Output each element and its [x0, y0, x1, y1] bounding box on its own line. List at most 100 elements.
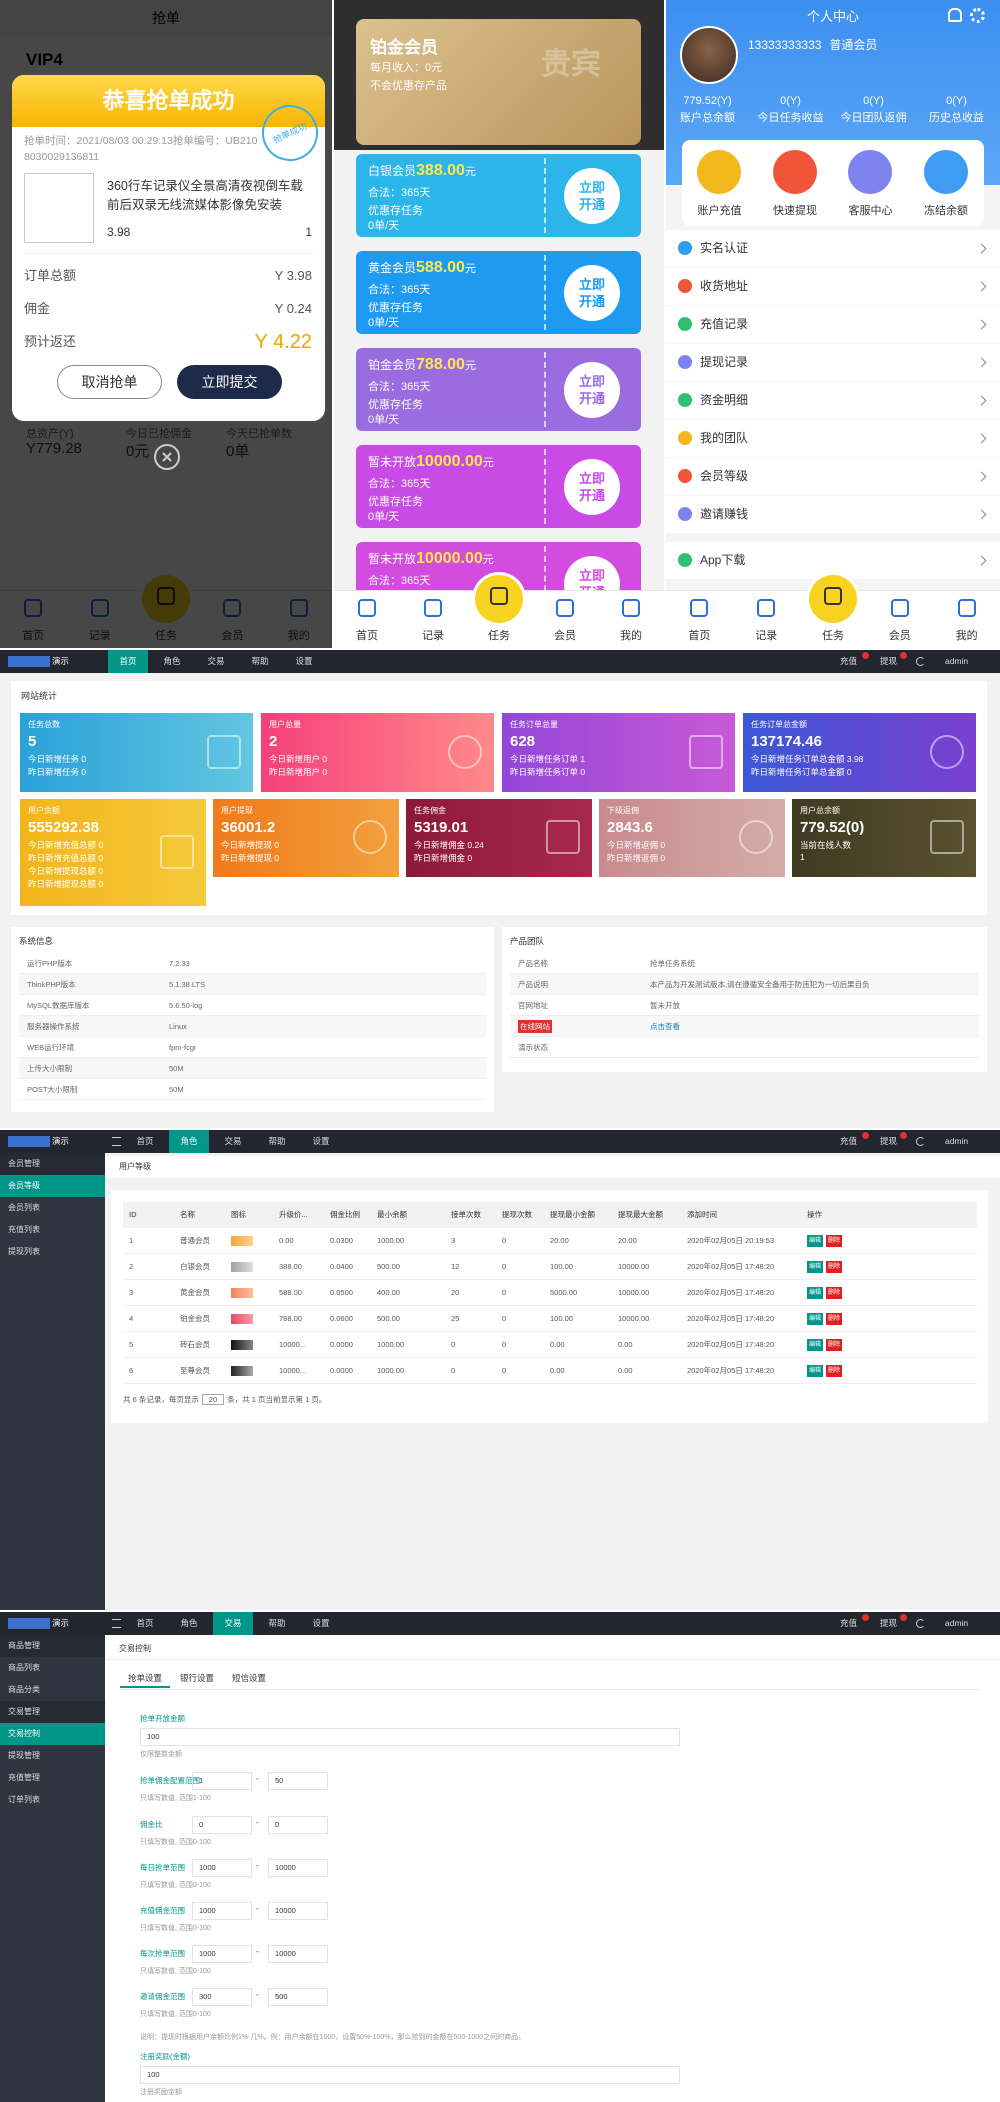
- nav-tab[interactable]: 设置: [312, 1618, 330, 1628]
- nav-tab[interactable]: 首页: [136, 1618, 154, 1628]
- sidebar-item[interactable]: 会员列表: [8, 1203, 40, 1212]
- menu-item[interactable]: 提现记录: [666, 344, 1000, 381]
- edit-button[interactable]: 编辑: [807, 1261, 823, 1273]
- withdraw[interactable]: 提现: [880, 656, 898, 666]
- tab-label[interactable]: 任务: [821, 630, 844, 642]
- nav-tab[interactable]: 设置: [312, 1136, 330, 1146]
- range-input[interactable]: 0: [268, 1816, 328, 1834]
- edit-button[interactable]: 编辑: [807, 1287, 823, 1299]
- tab-label[interactable]: 记录: [755, 630, 778, 642]
- level-card[interactable]: 白银会员388.00元 合法：365天 优惠存任务 0单/天 立即开通: [356, 154, 641, 237]
- nav-tab[interactable]: 交易: [224, 1136, 242, 1146]
- range-input[interactable]: 1: [192, 1772, 252, 1790]
- tab-label[interactable]: 会员: [888, 630, 911, 642]
- sidebar-item[interactable]: 充值列表: [8, 1225, 40, 1234]
- tab-label[interactable]: 首页: [356, 630, 378, 642]
- range-input[interactable]: 1000: [192, 1859, 252, 1877]
- action-label[interactable]: 冻结余额: [924, 205, 968, 217]
- range-input[interactable]: 500: [268, 1988, 328, 2006]
- sidebar-item[interactable]: 商品管理: [0, 1635, 105, 1657]
- tab-label[interactable]: 任务: [488, 630, 510, 642]
- level-card[interactable]: 暂未开放10000.00元合法：365天优惠存任务 0单/天 立即开通: [356, 445, 641, 528]
- refresh[interactable]: [916, 657, 925, 666]
- nav-tab[interactable]: 设置: [295, 656, 313, 666]
- settings-tab[interactable]: 银行设置: [179, 1673, 214, 1683]
- range-input[interactable]: 300: [192, 1988, 252, 2006]
- tab-label[interactable]: 会员: [554, 630, 576, 642]
- range-input[interactable]: 0: [192, 1816, 252, 1834]
- open-button[interactable]: 立即开通: [564, 265, 620, 321]
- menu-item[interactable]: 会员等级: [666, 458, 1000, 495]
- nav-tab[interactable]: 角色: [180, 1618, 198, 1628]
- menu-item[interactable]: 实名认证: [666, 230, 1000, 267]
- menu-item[interactable]: App下载: [666, 542, 1000, 579]
- refresh[interactable]: [916, 1137, 925, 1146]
- sidebar-item[interactable]: 充值管理: [8, 1773, 40, 1782]
- nav-tab[interactable]: 交易: [207, 656, 225, 666]
- sidebar-item[interactable]: 商品列表: [8, 1663, 40, 1672]
- menu-item[interactable]: 邀请赚钱: [666, 496, 1000, 533]
- delete-button[interactable]: 删除: [826, 1235, 842, 1247]
- action-label[interactable]: 客服中心: [848, 205, 893, 217]
- range-input[interactable]: 10000: [268, 1945, 328, 1963]
- action-label[interactable]: 快速提现: [773, 205, 817, 217]
- nav-tab[interactable]: 帮助: [251, 656, 269, 666]
- edit-button[interactable]: 编辑: [807, 1339, 823, 1351]
- tab-label[interactable]: 我的: [955, 630, 978, 642]
- sidebar-item[interactable]: 订单列表: [8, 1795, 40, 1804]
- nav-tab[interactable]: 交易: [213, 1612, 253, 1635]
- sidebar-item[interactable]: 提现管理: [8, 1751, 40, 1760]
- nav-tab[interactable]: 角色: [169, 1130, 209, 1153]
- open-button[interactable]: 立即开通: [564, 362, 620, 418]
- action-label[interactable]: 账户充值: [697, 205, 742, 217]
- sidebar-item[interactable]: 商品分类: [8, 1685, 40, 1694]
- withdraw[interactable]: 提现: [880, 1136, 898, 1146]
- delete-button[interactable]: 删除: [826, 1313, 842, 1325]
- recharge[interactable]: 充值: [840, 1136, 858, 1146]
- settings-tab[interactable]: 短信设置: [231, 1673, 266, 1683]
- recharge[interactable]: 充值: [840, 1618, 858, 1628]
- menu-item[interactable]: 收货地址: [666, 268, 1000, 305]
- withdraw[interactable]: 提现: [880, 1618, 898, 1628]
- submit-button[interactable]: 立即提交: [177, 365, 282, 399]
- admin-user[interactable]: admin: [945, 1136, 969, 1146]
- open-button[interactable]: 立即开通: [564, 459, 620, 515]
- nav-tab[interactable]: 角色: [163, 656, 181, 666]
- nav-tab[interactable]: 首页: [108, 650, 148, 673]
- tab-label[interactable]: 记录: [422, 630, 444, 642]
- nav-tab[interactable]: 首页: [136, 1136, 154, 1146]
- edit-button[interactable]: 编辑: [807, 1235, 823, 1247]
- range-input[interactable]: 10000: [268, 1902, 328, 1920]
- nav-tab[interactable]: 帮助: [268, 1136, 286, 1146]
- sidebar-item[interactable]: 交易控制: [0, 1723, 105, 1745]
- admin-user[interactable]: admin: [945, 1618, 969, 1628]
- delete-button[interactable]: 删除: [826, 1339, 842, 1351]
- settings-tab[interactable]: 抢单设置: [120, 1668, 170, 1688]
- range-input[interactable]: 50: [268, 1772, 328, 1790]
- menu-item[interactable]: 充值记录: [666, 306, 1000, 343]
- level-card[interactable]: 铂金会员788.00元 合法：365天 优惠存任务 0单/天 立即开通: [356, 348, 641, 431]
- range-input[interactable]: 1000: [192, 1902, 252, 1920]
- menu-item[interactable]: 资金明细: [666, 382, 1000, 419]
- sidebar-item[interactable]: 会员管理: [0, 1153, 105, 1175]
- delete-button[interactable]: 删除: [826, 1261, 842, 1273]
- tab-label[interactable]: 我的: [620, 630, 642, 642]
- admin-user[interactable]: admin: [945, 656, 969, 666]
- refresh[interactable]: [916, 1619, 925, 1628]
- level-card[interactable]: 黄金会员588.00元 合法：365天 优惠存任务 0单/天 立即开通: [356, 251, 641, 334]
- open-button[interactable]: 立即开通: [564, 168, 620, 224]
- sidebar-item[interactable]: 交易管理: [0, 1701, 105, 1723]
- sidebar-item[interactable]: 提现列表: [8, 1247, 40, 1256]
- text-input[interactable]: 100: [140, 2066, 680, 2084]
- edit-button[interactable]: 编辑: [807, 1313, 823, 1325]
- range-input[interactable]: 10000: [268, 1859, 328, 1877]
- tab-label[interactable]: 首页: [688, 630, 711, 642]
- delete-button[interactable]: 删除: [826, 1287, 842, 1299]
- recharge[interactable]: 充值: [840, 656, 858, 666]
- close-button[interactable]: [154, 444, 180, 470]
- menu-item[interactable]: 我的团队: [666, 420, 1000, 457]
- info-value[interactable]: 点击查看: [650, 1022, 680, 1031]
- nav-tab[interactable]: 帮助: [268, 1618, 286, 1628]
- delete-button[interactable]: 删除: [826, 1365, 842, 1377]
- text-input[interactable]: 100: [140, 1728, 680, 1746]
